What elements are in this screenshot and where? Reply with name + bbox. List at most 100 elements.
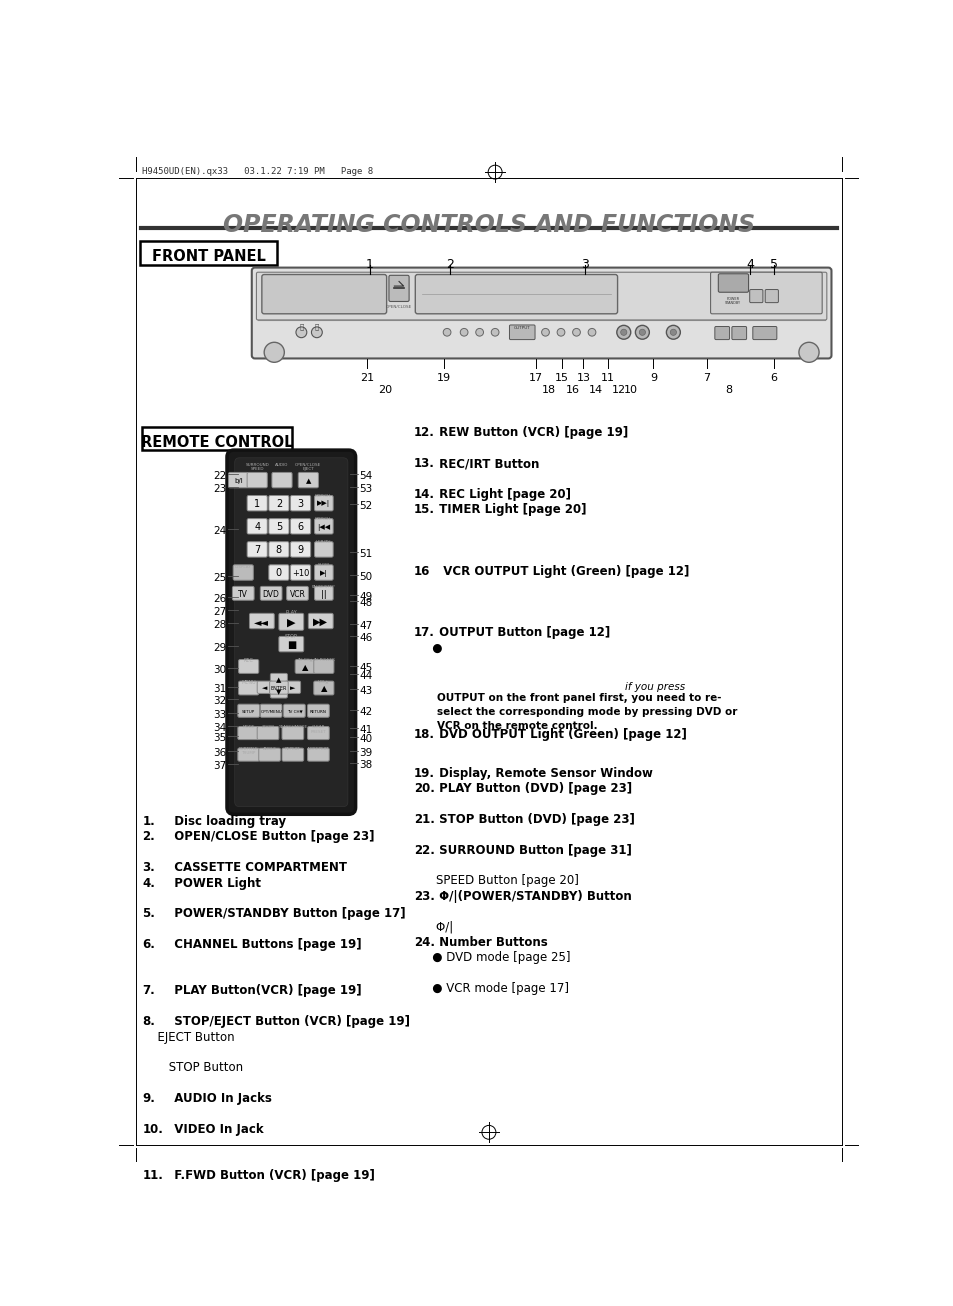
- FancyBboxPatch shape: [234, 458, 348, 807]
- Text: REC Light [page 20]: REC Light [page 20]: [435, 488, 571, 500]
- Text: 12: 12: [611, 385, 625, 396]
- Text: SKIP/CH.: SKIP/CH.: [314, 494, 333, 498]
- Circle shape: [476, 328, 483, 336]
- Text: 4.: 4.: [142, 876, 155, 889]
- Text: 12.: 12.: [414, 426, 435, 439]
- FancyBboxPatch shape: [278, 614, 303, 631]
- Text: ▲: ▲: [320, 684, 327, 693]
- Text: b/I: b/I: [234, 478, 243, 485]
- Text: 9: 9: [649, 374, 657, 383]
- Text: Display, Remote Sensor Window: Display, Remote Sensor Window: [435, 767, 653, 780]
- Text: Number Buttons: Number Buttons: [435, 936, 548, 949]
- FancyBboxPatch shape: [389, 276, 409, 302]
- FancyBboxPatch shape: [142, 427, 292, 451]
- Text: ►: ►: [290, 686, 295, 691]
- Text: POWER Light: POWER Light: [166, 876, 260, 889]
- Text: 3.: 3.: [142, 861, 155, 874]
- Text: EJECT Button: EJECT Button: [150, 1030, 234, 1043]
- Text: 31: 31: [213, 684, 226, 695]
- FancyBboxPatch shape: [247, 518, 267, 534]
- Text: 5: 5: [275, 522, 282, 532]
- Text: Φ/|: Φ/|: [421, 921, 454, 934]
- FancyBboxPatch shape: [233, 564, 253, 580]
- Circle shape: [557, 328, 564, 336]
- Text: TV CH▼: TV CH▼: [286, 709, 302, 713]
- FancyBboxPatch shape: [260, 586, 282, 601]
- FancyBboxPatch shape: [237, 726, 259, 739]
- Text: 17: 17: [528, 374, 542, 383]
- Text: 20: 20: [378, 385, 393, 396]
- Text: ■: ■: [286, 640, 295, 650]
- FancyBboxPatch shape: [238, 682, 258, 695]
- Text: 40: 40: [359, 734, 373, 744]
- Text: 18: 18: [541, 385, 556, 396]
- FancyBboxPatch shape: [291, 542, 311, 558]
- Text: 5.: 5.: [142, 908, 155, 921]
- FancyBboxPatch shape: [282, 726, 303, 739]
- Text: 10.: 10.: [142, 1123, 163, 1136]
- FancyBboxPatch shape: [237, 704, 259, 717]
- Text: TV: TV: [238, 589, 248, 598]
- Text: 9.: 9.: [142, 1092, 155, 1105]
- Text: 34: 34: [213, 722, 226, 733]
- FancyBboxPatch shape: [710, 272, 821, 313]
- Text: 4: 4: [253, 522, 260, 532]
- FancyBboxPatch shape: [249, 614, 274, 628]
- Circle shape: [459, 328, 468, 336]
- FancyBboxPatch shape: [415, 274, 617, 313]
- Text: OPEN/CLOSE: OPEN/CLOSE: [294, 464, 321, 468]
- FancyBboxPatch shape: [718, 274, 748, 293]
- Text: ||: ||: [320, 589, 326, 598]
- FancyBboxPatch shape: [252, 268, 831, 358]
- FancyBboxPatch shape: [269, 518, 289, 534]
- Text: STOP/EJECT Button (VCR) [page 19]: STOP/EJECT Button (VCR) [page 19]: [166, 1015, 410, 1028]
- Text: 3: 3: [297, 499, 303, 509]
- Circle shape: [670, 329, 676, 336]
- Text: ▶|: ▶|: [319, 569, 328, 577]
- Text: EJECT: EJECT: [302, 468, 314, 471]
- Text: 23: 23: [213, 485, 226, 494]
- FancyBboxPatch shape: [283, 704, 305, 717]
- Text: AUDIO: AUDIO: [275, 464, 289, 468]
- Text: 21.: 21.: [414, 812, 435, 825]
- Text: ▶: ▶: [287, 618, 295, 628]
- Circle shape: [617, 325, 630, 340]
- FancyBboxPatch shape: [270, 674, 287, 686]
- Text: TIMER Light [page 20]: TIMER Light [page 20]: [435, 503, 586, 516]
- Text: 51: 51: [359, 550, 373, 559]
- FancyBboxPatch shape: [314, 660, 334, 674]
- Text: STOP: STOP: [285, 635, 297, 639]
- FancyBboxPatch shape: [257, 682, 273, 693]
- FancyBboxPatch shape: [237, 748, 259, 761]
- Text: 17.: 17.: [414, 627, 435, 640]
- Circle shape: [639, 329, 645, 336]
- FancyBboxPatch shape: [714, 326, 729, 340]
- FancyBboxPatch shape: [269, 564, 289, 580]
- Text: 46: 46: [359, 632, 373, 643]
- Text: VCR OUTPUT Light (Green) [page 12]: VCR OUTPUT Light (Green) [page 12]: [435, 564, 689, 577]
- Text: 16: 16: [414, 564, 430, 577]
- Text: 19: 19: [436, 374, 451, 383]
- Text: 53: 53: [359, 485, 373, 494]
- Text: SKIP/CH.: SKIP/CH.: [314, 517, 333, 521]
- FancyBboxPatch shape: [291, 495, 311, 511]
- FancyBboxPatch shape: [291, 518, 311, 534]
- Text: 7: 7: [253, 545, 260, 555]
- Circle shape: [666, 325, 679, 340]
- FancyBboxPatch shape: [278, 636, 303, 652]
- FancyBboxPatch shape: [307, 704, 329, 717]
- Text: 21: 21: [359, 374, 374, 383]
- FancyBboxPatch shape: [229, 473, 249, 488]
- Text: 54: 54: [359, 471, 373, 481]
- Text: SPEED Button [page 20]: SPEED Button [page 20]: [421, 874, 578, 887]
- Text: OUTPUT on the front panel first, you need to re-
select the corresponding mode b: OUTPUT on the front panel first, you nee…: [436, 692, 737, 730]
- Circle shape: [443, 328, 451, 336]
- FancyBboxPatch shape: [749, 290, 762, 303]
- Text: 14: 14: [588, 385, 602, 396]
- Text: 48: 48: [359, 598, 373, 607]
- Text: SEARCHMODE: SEARCHMODE: [278, 725, 307, 729]
- FancyBboxPatch shape: [272, 473, 292, 488]
- Text: 4: 4: [745, 257, 754, 270]
- FancyBboxPatch shape: [294, 660, 315, 674]
- FancyBboxPatch shape: [247, 542, 267, 558]
